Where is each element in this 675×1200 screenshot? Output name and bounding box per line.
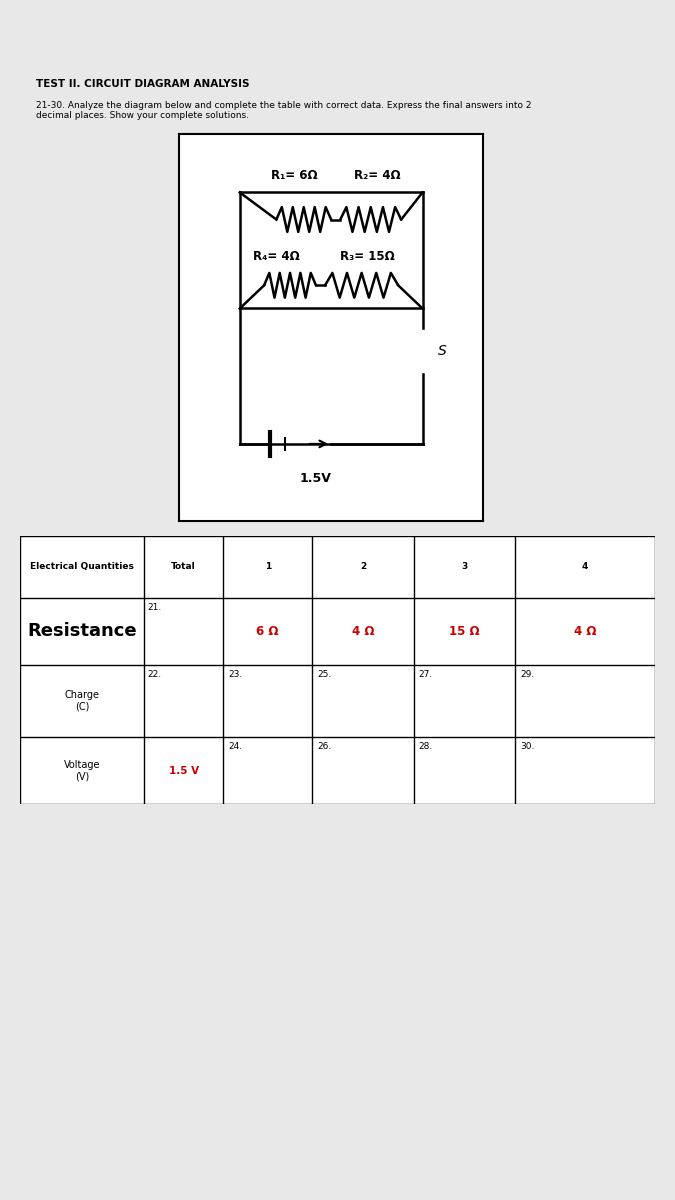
Text: 21.: 21.	[147, 604, 161, 612]
Text: 4: 4	[582, 563, 588, 571]
Text: 1.5V: 1.5V	[300, 473, 332, 485]
Text: 21-30. Analyze the diagram below and complete the table with correct data. Expre: 21-30. Analyze the diagram below and com…	[36, 101, 532, 120]
Text: 3: 3	[461, 563, 468, 571]
Text: 6 Ω: 6 Ω	[256, 625, 279, 637]
Text: 24.: 24.	[228, 743, 242, 751]
Text: Total: Total	[171, 563, 196, 571]
Text: 1.5 V: 1.5 V	[169, 766, 198, 775]
Text: R₁= 6Ω: R₁= 6Ω	[271, 168, 318, 181]
Text: 4 Ω: 4 Ω	[352, 625, 374, 637]
Text: 30.: 30.	[520, 743, 535, 751]
Text: 28.: 28.	[418, 743, 433, 751]
Text: Electrical Quantities: Electrical Quantities	[30, 563, 134, 571]
Text: R₂= 4Ω: R₂= 4Ω	[354, 168, 400, 181]
Text: R₃= 15Ω: R₃= 15Ω	[340, 250, 395, 263]
Text: 2: 2	[360, 563, 366, 571]
Text: 26.: 26.	[317, 743, 331, 751]
Text: 1: 1	[265, 563, 271, 571]
Text: 15 Ω: 15 Ω	[449, 625, 480, 637]
Text: 25.: 25.	[317, 670, 331, 679]
Text: 29.: 29.	[520, 670, 535, 679]
Text: TEST II. CIRCUIT DIAGRAM ANALYSIS: TEST II. CIRCUIT DIAGRAM ANALYSIS	[36, 78, 250, 89]
Text: Voltage
(V): Voltage (V)	[64, 760, 101, 781]
Text: 23.: 23.	[228, 670, 242, 679]
Text: 22.: 22.	[147, 670, 161, 679]
Text: S: S	[438, 344, 446, 358]
Text: Resistance: Resistance	[27, 623, 137, 641]
Text: 4 Ω: 4 Ω	[574, 625, 596, 637]
Text: Charge
(C): Charge (C)	[65, 690, 100, 712]
Text: 27.: 27.	[418, 670, 433, 679]
Text: R₄= 4Ω: R₄= 4Ω	[253, 250, 300, 263]
